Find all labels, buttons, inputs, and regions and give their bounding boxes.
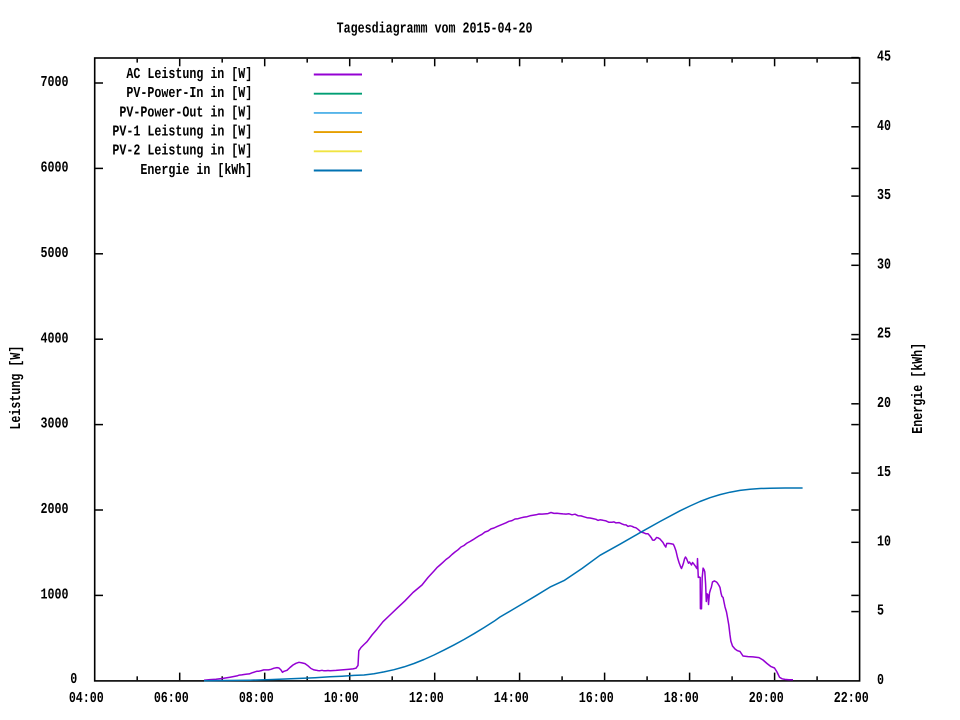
svg-text:10:00: 10:00 <box>324 689 359 707</box>
svg-text:Energie [kWh]: Energie [kWh] <box>909 343 927 434</box>
svg-text:AC Leistung in [W]: AC Leistung in [W] <box>126 65 252 83</box>
svg-text:20: 20 <box>877 394 891 412</box>
svg-text:30: 30 <box>877 255 891 273</box>
svg-text:06:00: 06:00 <box>154 689 189 707</box>
svg-text:5: 5 <box>877 602 884 620</box>
svg-text:PV-2 Leistung in [W]: PV-2 Leistung in [W] <box>112 142 252 160</box>
svg-text:04:00: 04:00 <box>69 689 104 707</box>
svg-text:45: 45 <box>877 48 891 66</box>
svg-text:PV-Power-In in [W]: PV-Power-In in [W] <box>126 84 252 102</box>
svg-text:15: 15 <box>877 463 891 481</box>
svg-text:3000: 3000 <box>41 415 69 433</box>
svg-text:6000: 6000 <box>41 159 69 177</box>
svg-text:Tagesdiagramm vom 2015-04-20: Tagesdiagramm vom 2015-04-20 <box>337 19 533 37</box>
svg-text:4000: 4000 <box>41 329 69 347</box>
svg-text:20:00: 20:00 <box>749 689 784 707</box>
svg-text:PV-Power-Out in [W]: PV-Power-Out in [W] <box>119 103 252 121</box>
svg-text:14:00: 14:00 <box>494 689 529 707</box>
svg-text:Leistung [W]: Leistung [W] <box>7 346 25 430</box>
svg-text:0: 0 <box>877 671 884 689</box>
svg-text:12:00: 12:00 <box>409 689 444 707</box>
svg-text:Energie in [kWh]: Energie in [kWh] <box>140 161 252 179</box>
svg-text:0: 0 <box>70 670 77 688</box>
svg-text:25: 25 <box>877 325 891 343</box>
svg-text:PV-1 Leistung in [W]: PV-1 Leistung in [W] <box>112 123 252 141</box>
svg-text:10: 10 <box>877 532 891 550</box>
svg-text:5000: 5000 <box>41 244 69 262</box>
svg-text:22:00: 22:00 <box>834 689 869 707</box>
svg-text:40: 40 <box>877 117 891 135</box>
svg-text:1000: 1000 <box>41 586 69 604</box>
svg-text:18:00: 18:00 <box>664 689 699 707</box>
svg-text:7000: 7000 <box>41 73 69 91</box>
svg-text:16:00: 16:00 <box>579 689 614 707</box>
svg-text:08:00: 08:00 <box>239 689 274 707</box>
svg-text:35: 35 <box>877 186 891 204</box>
svg-text:2000: 2000 <box>41 500 69 518</box>
